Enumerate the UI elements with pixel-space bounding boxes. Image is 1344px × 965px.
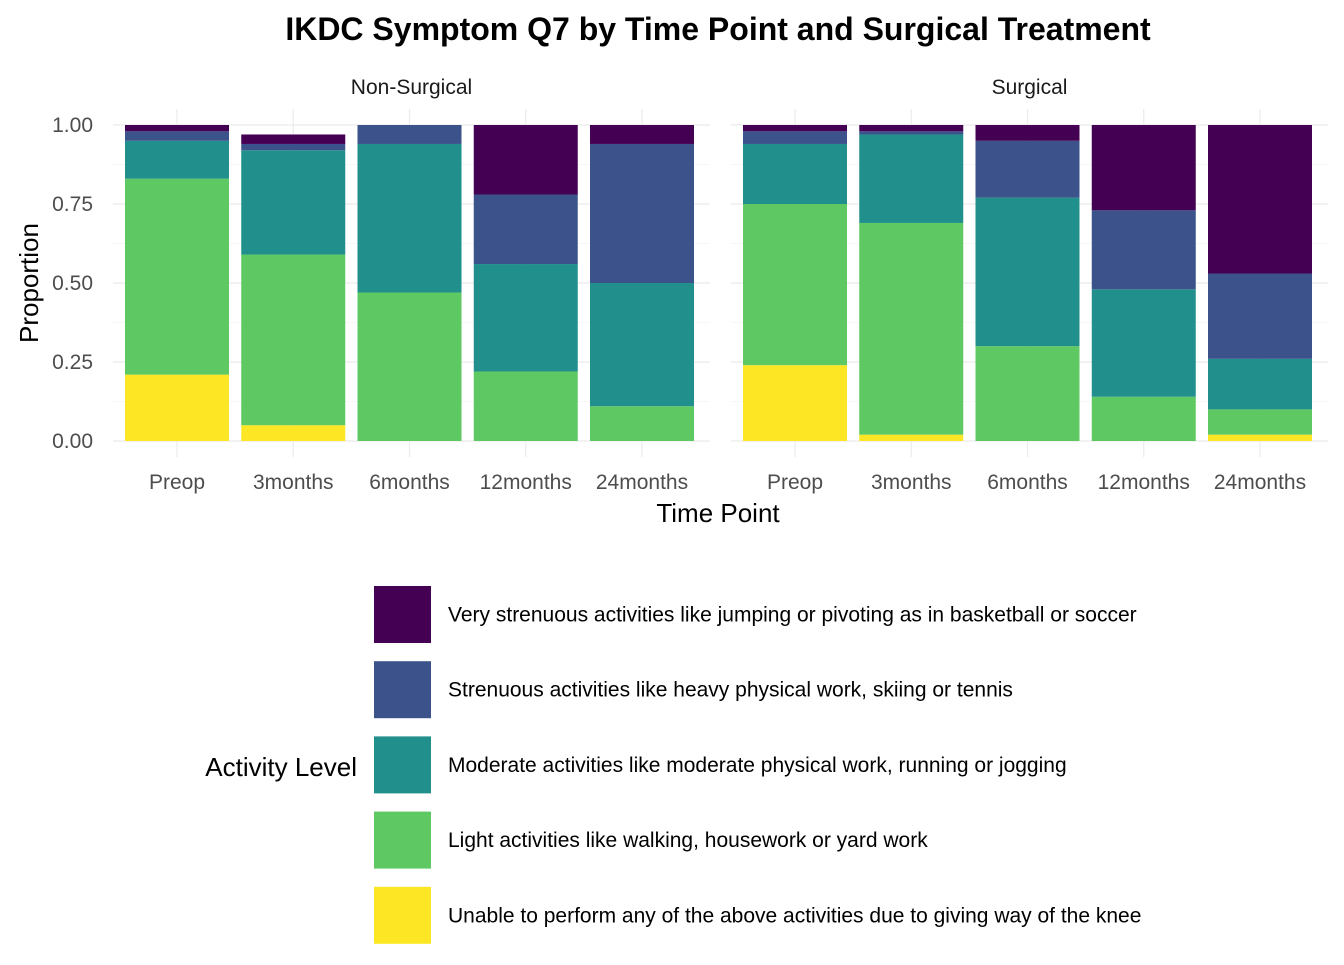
legend-item: Unable to perform any of the above activ… bbox=[374, 886, 1141, 944]
bar-segment-6months bbox=[357, 125, 462, 144]
x-tick-label: 12months bbox=[480, 471, 572, 494]
x-tick-label: 3months bbox=[871, 471, 952, 494]
facet-strip-label: Non-Surgical bbox=[351, 76, 472, 99]
legend-swatch bbox=[374, 811, 431, 869]
bar-segment-24months bbox=[590, 406, 694, 441]
bar-segment-24months bbox=[1208, 409, 1312, 435]
legend-title: Activity Level bbox=[205, 752, 357, 782]
bar-segment-3months bbox=[859, 131, 964, 135]
x-tick-label: 6months bbox=[369, 471, 450, 494]
bar-segment-3months bbox=[241, 254, 346, 426]
legend-swatch bbox=[374, 586, 431, 643]
bar-segment-24months bbox=[1208, 125, 1312, 274]
x-axis-title: Time Point bbox=[656, 498, 780, 528]
bar-segment-3months bbox=[859, 125, 964, 132]
bar-segment-6months bbox=[975, 346, 1080, 441]
bar-segment-6months bbox=[975, 140, 1080, 198]
chart-title: IKDC Symptom Q7 by Time Point and Surgic… bbox=[285, 11, 1151, 47]
bar-segment-3months bbox=[859, 434, 964, 441]
bar-segment-24months bbox=[1208, 358, 1312, 410]
bar-segment-12months bbox=[1091, 125, 1196, 211]
bar-segment-preop bbox=[125, 125, 229, 132]
bar-segment-3months bbox=[241, 134, 346, 144]
bar-segment-6months bbox=[975, 197, 1080, 347]
bar-segment-3months bbox=[859, 134, 964, 223]
bar-segment-12months bbox=[1091, 289, 1196, 397]
bar-segment-12months bbox=[473, 264, 578, 372]
bar-segment-preop bbox=[743, 143, 847, 204]
x-tick-label: 24months bbox=[1214, 471, 1306, 494]
legend-swatch bbox=[374, 661, 431, 719]
legend-label: Strenuous activities like heavy physical… bbox=[448, 679, 1013, 702]
legend-item: Light activities like walking, housework… bbox=[374, 811, 928, 869]
legend-item: Very strenuous activities like jumping o… bbox=[374, 586, 1137, 643]
legend-label: Very strenuous activities like jumping o… bbox=[448, 604, 1137, 627]
legend-label: Light activities like walking, housework… bbox=[448, 829, 928, 852]
bar-segment-preop bbox=[743, 204, 847, 366]
facet-strip-label: Surgical bbox=[992, 76, 1068, 99]
y-tick-label: 1.00 bbox=[52, 114, 93, 137]
y-tick-label: 0.50 bbox=[52, 272, 93, 295]
legend-label: Unable to perform any of the above activ… bbox=[448, 904, 1141, 927]
bar-segment-preop bbox=[125, 131, 229, 141]
bar-segment-24months bbox=[590, 125, 694, 144]
bar-segment-preop bbox=[125, 178, 229, 375]
bar-segment-3months bbox=[859, 222, 964, 435]
x-tick-label: Preop bbox=[767, 471, 823, 494]
x-tick-label: 3months bbox=[253, 471, 334, 494]
bar-segment-12months bbox=[473, 125, 578, 195]
legend-label: Moderate activities like moderate physic… bbox=[448, 754, 1067, 777]
bar-segment-12months bbox=[1091, 396, 1196, 441]
bar-segment-24months bbox=[1208, 434, 1312, 441]
bar-segment-preop bbox=[125, 374, 229, 441]
bar-segment-3months bbox=[241, 425, 346, 441]
legend-item: Moderate activities like moderate physic… bbox=[374, 736, 1067, 794]
bar-segment-3months bbox=[241, 143, 346, 151]
bar-segment-preop bbox=[743, 131, 847, 144]
bar-segment-6months bbox=[975, 125, 1080, 141]
y-tick-label: 0.25 bbox=[52, 351, 93, 374]
x-tick-label: 24months bbox=[596, 471, 688, 494]
bar-segment-preop bbox=[125, 140, 229, 179]
y-tick-label: 0.75 bbox=[52, 193, 93, 216]
legend-item: Strenuous activities like heavy physical… bbox=[374, 661, 1013, 719]
bar-segment-6months bbox=[357, 143, 462, 293]
bar-segment-24months bbox=[590, 143, 694, 283]
bar-segment-3months bbox=[241, 150, 346, 255]
bar-segment-preop bbox=[743, 125, 847, 132]
facet-panel-surgical: Surgical Preop 3months 6months 12months 24mon… bbox=[731, 76, 1328, 494]
bar-segment-6months bbox=[357, 292, 462, 441]
bar-segment-24months bbox=[590, 283, 694, 407]
x-tick-label: 6months bbox=[987, 471, 1068, 494]
bar-segment-12months bbox=[1091, 210, 1196, 290]
y-axis-title: Proportion bbox=[14, 223, 44, 343]
legend: Very strenuous activities like jumping o… bbox=[374, 586, 1141, 944]
bar-segment-preop bbox=[743, 365, 847, 441]
x-tick-label: 12months bbox=[1098, 471, 1190, 494]
x-tick-label: Preop bbox=[149, 471, 205, 494]
facet-panel-non-surgical: Non-Surgical Preop 3months 6months 12months 2… bbox=[52, 76, 710, 494]
bar-segment-24months bbox=[1208, 273, 1312, 359]
legend-swatch bbox=[374, 736, 431, 794]
bar-segment-12months bbox=[473, 371, 578, 441]
legend-swatch bbox=[374, 886, 431, 944]
y-tick-label: 0.00 bbox=[52, 430, 93, 453]
bar-segment-12months bbox=[473, 194, 578, 265]
